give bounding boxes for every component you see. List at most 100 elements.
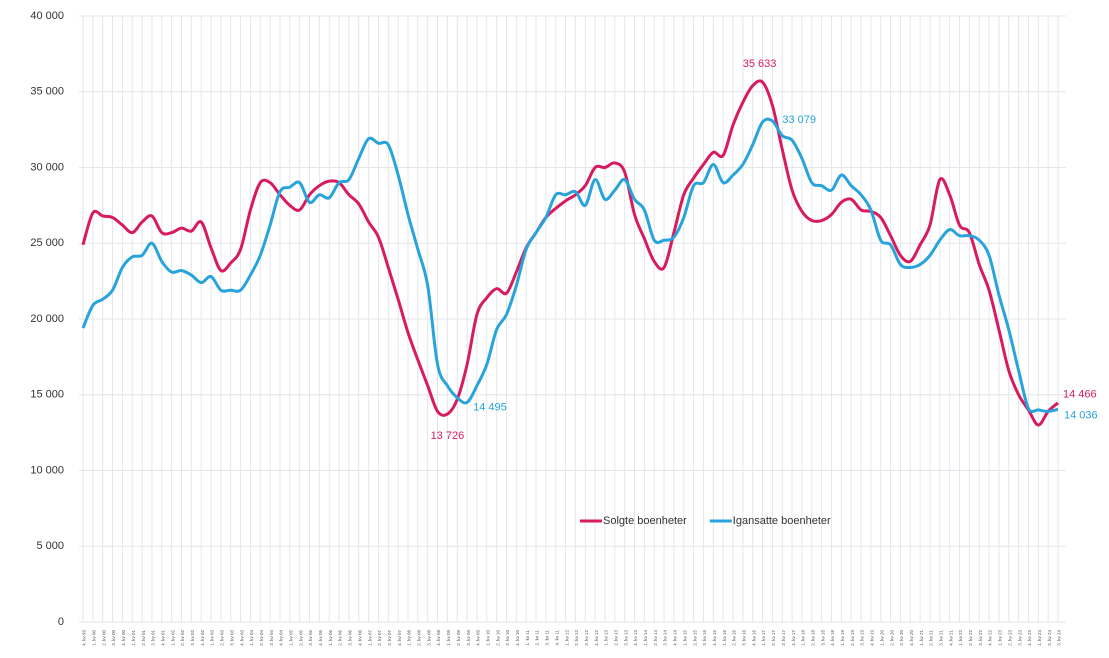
x-tick-label: 3. kv 17: [781, 630, 786, 646]
x-tick-label: 3. kv 08: [426, 630, 431, 646]
x-tick-label: 2. kv 05: [298, 630, 303, 646]
x-tick-label: 4. kv 10: [515, 630, 520, 646]
x-tick-label: 4. kv 01: [160, 630, 165, 646]
grid: [79, 15, 1066, 623]
x-tick-label: 2. kv 07: [377, 630, 382, 646]
data-label: 35 633: [743, 58, 777, 70]
x-tick-label: 4. kv 00: [121, 630, 126, 646]
x-tick-label: 2. kv 01: [141, 630, 146, 646]
x-tick-label: 1. kv 05: [289, 630, 294, 646]
x-tick-label: 1. kv 20: [879, 630, 884, 646]
legend-label: Solgte boenheter: [603, 515, 687, 527]
data-label: 14 466: [1063, 389, 1097, 401]
x-tick-label: 1. kv 24: [1037, 630, 1042, 646]
x-tick-label: 3. kv 23: [1017, 630, 1022, 646]
y-tick-label: 15 000: [30, 389, 64, 401]
x-tick-label: 1. kv 04: [249, 630, 254, 646]
x-tick-label: 4. kv 17: [791, 630, 796, 646]
x-tick-label: 2. kv 21: [929, 630, 934, 646]
x-tick-label: 1. kv 22: [958, 630, 963, 646]
x-tick-label: 4. kv 99: [82, 630, 87, 646]
x-tick-label: 1. kv 02: [170, 630, 175, 646]
y-tick-label: 5 000: [36, 540, 64, 552]
x-tick-label: 3. kv 21: [939, 630, 944, 646]
y-tick-label: 35 000: [30, 86, 64, 98]
x-tick-label: 2. kv 08: [417, 630, 422, 646]
x-tick-label: 1. kv 12: [564, 630, 569, 646]
data-label: 14 036: [1064, 409, 1098, 421]
x-tick-label: 1. kv 03: [210, 630, 215, 646]
x-tick-label: 4. kv 22: [988, 630, 993, 646]
x-tick-label: 4. kv 12: [594, 630, 599, 646]
x-tick-label: 4. kv 16: [751, 630, 756, 646]
x-tick-label: 2. kv 19: [850, 630, 855, 646]
x-tick-label: 2. kv 18: [810, 630, 815, 646]
x-tick-label: 3. kv 20: [899, 630, 904, 646]
x-tick-label: 3. kv 10: [505, 630, 510, 646]
y-tick-label: 0: [58, 616, 64, 628]
x-tick-label: 2. kv 20: [889, 630, 894, 646]
x-tick-label: 3. kv 15: [702, 630, 707, 646]
x-tick-label: 2. kv 02: [180, 630, 185, 646]
x-tick-label: 2. kv 23: [1007, 630, 1012, 646]
x-tick-label: 3. kv 02: [190, 630, 195, 646]
x-tick-label: 2. kv 09: [456, 630, 461, 646]
x-tick-label: 4. kv 19: [870, 630, 875, 646]
x-tick-label: 1. kv 06: [328, 630, 333, 646]
x-tick-label: 2. kv 11: [535, 630, 540, 646]
x-tick-label: 2. kv 04: [259, 630, 264, 646]
x-tick-label: 2. kv 00: [101, 630, 106, 646]
x-tick-label: 2. kv 14: [653, 630, 658, 646]
legend-label: Igansatte boenheter: [733, 515, 831, 527]
x-tick-label: 3. kv 09: [466, 630, 471, 646]
x-tick-label: 4. kv 08: [436, 630, 441, 646]
x-tick-label: 4. kv 07: [397, 630, 402, 646]
x-tick-label: 1. kv 14: [643, 630, 648, 646]
x-tick-label: 3. kv 24: [1057, 630, 1062, 646]
x-tick-label: 4. kv 11: [554, 630, 559, 646]
x-tick-label: 4. kv 23: [1027, 630, 1032, 646]
x-tick-label: 2. kv 10: [495, 630, 500, 646]
x-tick-label: 3. kv 13: [623, 630, 628, 646]
data-label: 14 495: [473, 401, 507, 413]
x-tick-label: 1. kv 09: [446, 630, 451, 646]
x-tick-label: 1. kv 21: [919, 630, 924, 646]
x-tick-label: 3. kv 16: [742, 630, 747, 646]
x-tick-label: 1. kv 07: [367, 630, 372, 646]
x-tick-label: 4. kv 09: [476, 630, 481, 646]
x-tick-label: 4. kv 06: [357, 630, 362, 646]
y-tick-label: 10 000: [30, 464, 64, 476]
x-tick-label: 4. kv 05: [318, 630, 323, 646]
x-tick-label: 3. kv 05: [308, 630, 313, 646]
line-series: [81, 79, 1059, 427]
x-tick-label: 3. kv 01: [151, 630, 156, 646]
x-tick-label: 3. kv 22: [978, 630, 983, 646]
x-tick-label: 2. kv 17: [771, 630, 776, 646]
x-tick-label: 2. kv 12: [574, 630, 579, 646]
x-tick-label: 1. kv 00: [92, 630, 97, 646]
x-tick-label: 2. kv 24: [1047, 630, 1052, 646]
x-tick-label: 1. kv 11: [525, 630, 530, 646]
x-tick-label: 1. kv 15: [682, 630, 687, 646]
x-tick-label: 3. kv 14: [663, 630, 668, 646]
x-tick-label: 2. kv 13: [614, 630, 619, 646]
x-tick-label: 3. kv 07: [387, 630, 392, 646]
x-tick-label: 2. kv 16: [732, 630, 737, 646]
x-tick-label: 1. kv 10: [485, 630, 490, 646]
y-tick-label: 40 000: [30, 10, 64, 22]
x-tick-label: 3. kv 00: [111, 630, 116, 646]
x-tick-label: 4. kv 20: [909, 630, 914, 646]
x-tick-label: 3. kv 19: [860, 630, 865, 646]
y-tick-label: 25 000: [30, 237, 64, 249]
x-tick-label: 4. kv 21: [948, 630, 953, 646]
x-tick-label: 3. kv 03: [229, 630, 234, 646]
y-tick-label: 30 000: [30, 161, 64, 173]
x-tick-label: 4. kv 14: [673, 630, 678, 646]
x-tick-label: 2. kv 15: [692, 630, 697, 646]
x-tick-label: 1. kv 23: [998, 630, 1003, 646]
x-tick-label: 1. kv 19: [840, 630, 845, 646]
x-tick-label: 1. kv 17: [761, 630, 766, 646]
x-tick-label: 3. kv 12: [584, 630, 589, 646]
x-tick-label: 4. kv 03: [239, 630, 244, 646]
